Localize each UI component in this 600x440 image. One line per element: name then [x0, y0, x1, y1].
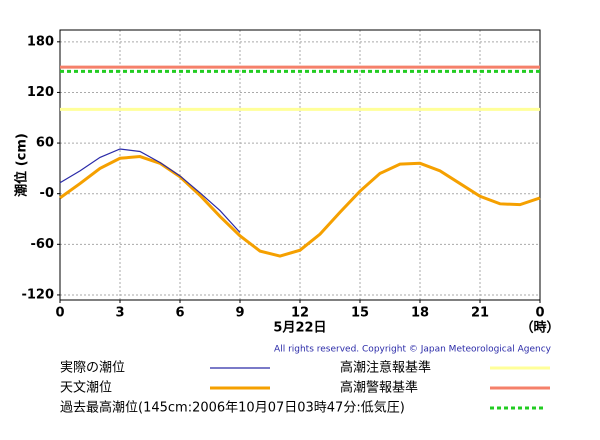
x-tick-label: 15 — [351, 306, 369, 321]
legend-label: 実際の潮位 — [60, 360, 125, 376]
y-tick-label: -0 — [40, 186, 54, 201]
y-tick-label: 120 — [27, 85, 54, 100]
y-tick-label: 180 — [27, 34, 54, 49]
x-tick-label: 3 — [115, 306, 124, 321]
legend-label: 過去最高潮位(145cm:2006年10月07日03時47分:低気圧) — [60, 400, 405, 416]
x-axis-title: 5月22日 — [273, 321, 326, 336]
x-tick-label: 6 — [175, 306, 184, 321]
x-tick-label: 12 — [291, 306, 309, 321]
y-tick-label: -60 — [31, 237, 55, 252]
plot-frame — [59, 29, 541, 301]
legend-label: 天文潮位 — [60, 381, 112, 396]
copyright: All rights reserved. Copyright © Japan M… — [274, 345, 552, 355]
x-axis-unit: （時） — [520, 320, 559, 336]
series-line — [59, 155, 541, 258]
series-line — [59, 148, 241, 233]
legend-label: 高潮警報基準 — [340, 380, 418, 396]
x-tick-label: 0 — [535, 306, 544, 321]
legend-label: 高潮注意報基準 — [340, 360, 431, 376]
y-axis-title: 潮位 (cm) — [14, 133, 30, 197]
x-tick-label: 18 — [411, 306, 429, 321]
x-tick-label: 0 — [55, 306, 64, 321]
y-tick-label: 60 — [36, 136, 54, 151]
y-tick-label: -120 — [21, 287, 54, 302]
x-tick-label: 21 — [471, 306, 489, 321]
x-tick-label: 9 — [235, 306, 244, 321]
